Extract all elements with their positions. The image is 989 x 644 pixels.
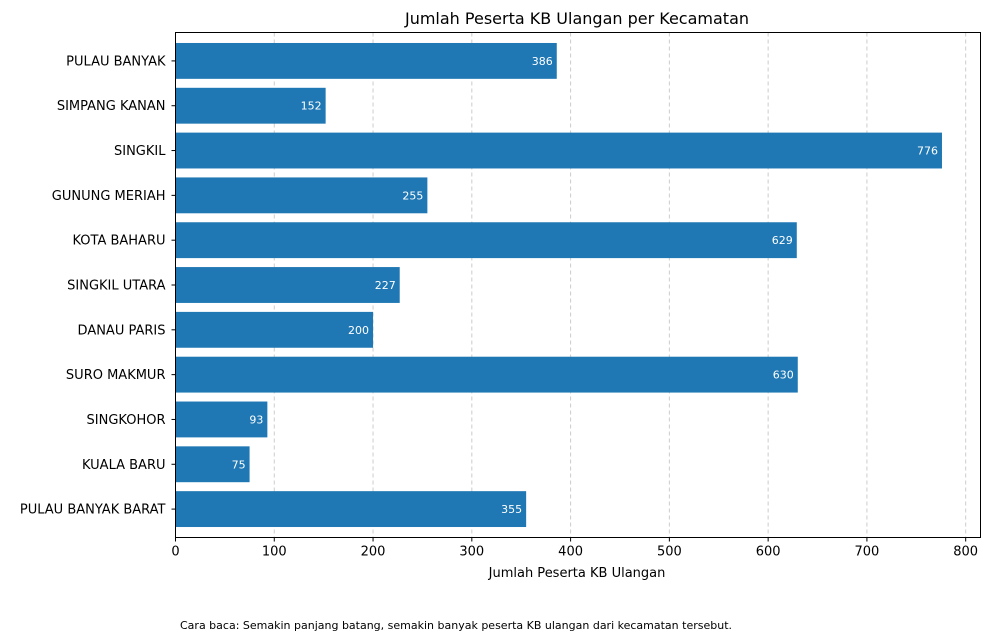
category-labels: PULAU BANYAK SIMPANG KANAN SINGKIL GUNUNG M…	[20, 54, 176, 518]
category-label: PULAU BANYAK	[66, 54, 166, 69]
x-axis-label: Jumlah Peserta KB Ulangan	[488, 566, 666, 581]
reading-caption: Cara baca: Semakin panjang batang, semak…	[180, 619, 733, 632]
category-label: GUNUNG MERIAH	[52, 189, 166, 204]
bar	[175, 87, 326, 124]
category-label: SINGKOHOR	[87, 413, 166, 428]
x-tick-label: 100	[262, 545, 287, 560]
x-tick-label: 400	[558, 545, 583, 560]
x-axis-ticks: 0 100 200 300 400 500 600 700 800	[171, 537, 978, 560]
bar	[175, 446, 250, 483]
category-label: PULAU BANYAK BARAT	[20, 503, 166, 518]
bar	[175, 401, 268, 438]
bar-value-label: 629	[772, 234, 793, 247]
bar	[175, 356, 798, 393]
bar	[175, 311, 374, 348]
bar	[175, 177, 428, 214]
bar-value-label: 75	[232, 458, 246, 471]
x-tick-label: 700	[854, 545, 879, 560]
bar	[175, 132, 942, 169]
category-label: DANAU PARIS	[78, 323, 166, 338]
bar	[175, 267, 400, 303]
x-tick-label: 800	[953, 545, 978, 560]
bar-value-label: 355	[501, 503, 522, 516]
category-label: SURO MAKMUR	[66, 368, 166, 383]
x-tick-label: 600	[756, 545, 781, 560]
bar	[175, 222, 797, 259]
bar	[175, 491, 527, 528]
x-tick-label: 500	[657, 545, 682, 560]
category-label: SIMPANG KANAN	[57, 99, 166, 114]
bar	[175, 42, 557, 79]
bar-value-label: 227	[375, 279, 396, 292]
category-label: KUALA BARU	[82, 458, 166, 473]
bar-value-label: 386	[532, 55, 553, 68]
bar-value-label: 630	[773, 369, 794, 382]
x-tick-label: 200	[361, 545, 386, 560]
x-tick-label: 0	[171, 545, 179, 560]
bar-value-label: 93	[249, 413, 263, 426]
x-tick-label: 300	[459, 545, 484, 560]
category-label: SINGKIL	[114, 144, 166, 159]
bars: 386 152 776 255 629 227 200 630 93 75 355	[175, 42, 942, 528]
category-label: SINGKIL UTARA	[67, 279, 165, 294]
plot-frame	[175, 32, 981, 538]
chart-title: Jumlah Peserta KB Ulangan per Kecamatan	[404, 9, 749, 28]
bar-value-label: 200	[348, 324, 369, 337]
category-label: KOTA BAHARU	[72, 234, 165, 249]
bar-value-label: 255	[402, 189, 423, 202]
bar-value-label: 152	[301, 100, 322, 113]
bar-value-label: 776	[917, 145, 938, 158]
